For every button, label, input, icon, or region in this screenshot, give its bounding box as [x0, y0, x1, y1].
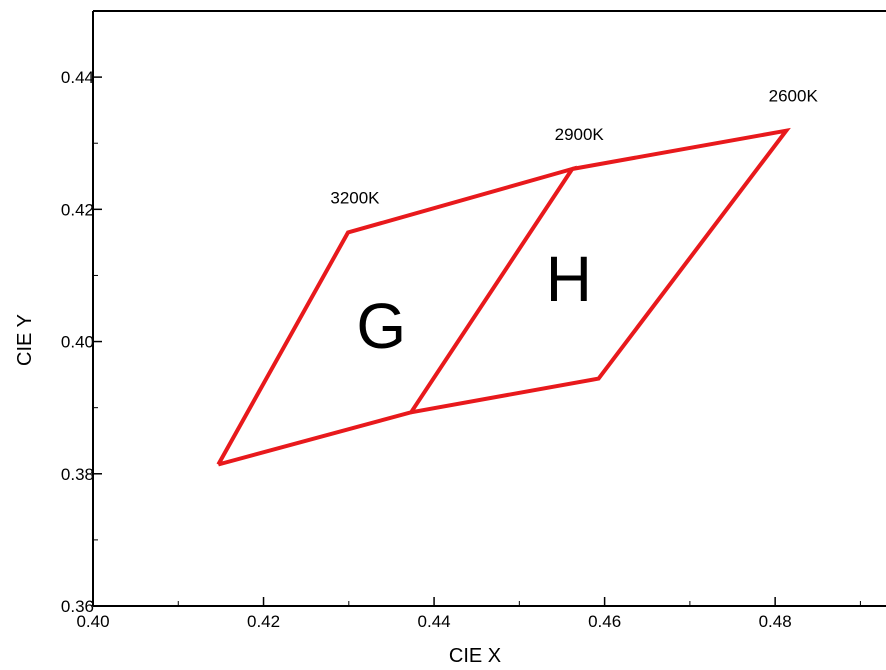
- bin-outline-h: [410, 127, 791, 415]
- x-tick-label: 0.48: [759, 612, 792, 631]
- y-tick-label: 0.44: [61, 68, 94, 87]
- x-tick-label: 0.42: [247, 612, 280, 631]
- y-tick-label: 0.36: [61, 597, 94, 616]
- y-tick-label: 0.42: [61, 200, 94, 219]
- region-label-g: G: [356, 290, 406, 362]
- cct-label-2900k: 2900K: [555, 125, 605, 144]
- x-tick-label: 0.40: [76, 612, 109, 631]
- cct-label-3200k: 3200K: [330, 188, 380, 207]
- series-layer: [216, 127, 791, 467]
- x-tick-label: 0.44: [418, 612, 451, 631]
- x-tick-label: 0.46: [588, 612, 621, 631]
- region-label-h: H: [546, 243, 592, 315]
- y-tick-label: 0.38: [61, 465, 94, 484]
- y-axis-title: CIE Y: [14, 314, 36, 366]
- annotation-layer: 3200K 2900K 2600K G H: [330, 87, 818, 362]
- x-axis-title: CIE X: [449, 645, 501, 667]
- axis-ticks: 0.40 0.42 0.44 0.46 0.48 0.36 0.38 0.40 0.42 0.44: [61, 68, 861, 631]
- plot-frame: [92, 10, 886, 607]
- cct-label-2600k: 2600K: [769, 87, 819, 106]
- y-tick-label: 0.40: [61, 333, 94, 352]
